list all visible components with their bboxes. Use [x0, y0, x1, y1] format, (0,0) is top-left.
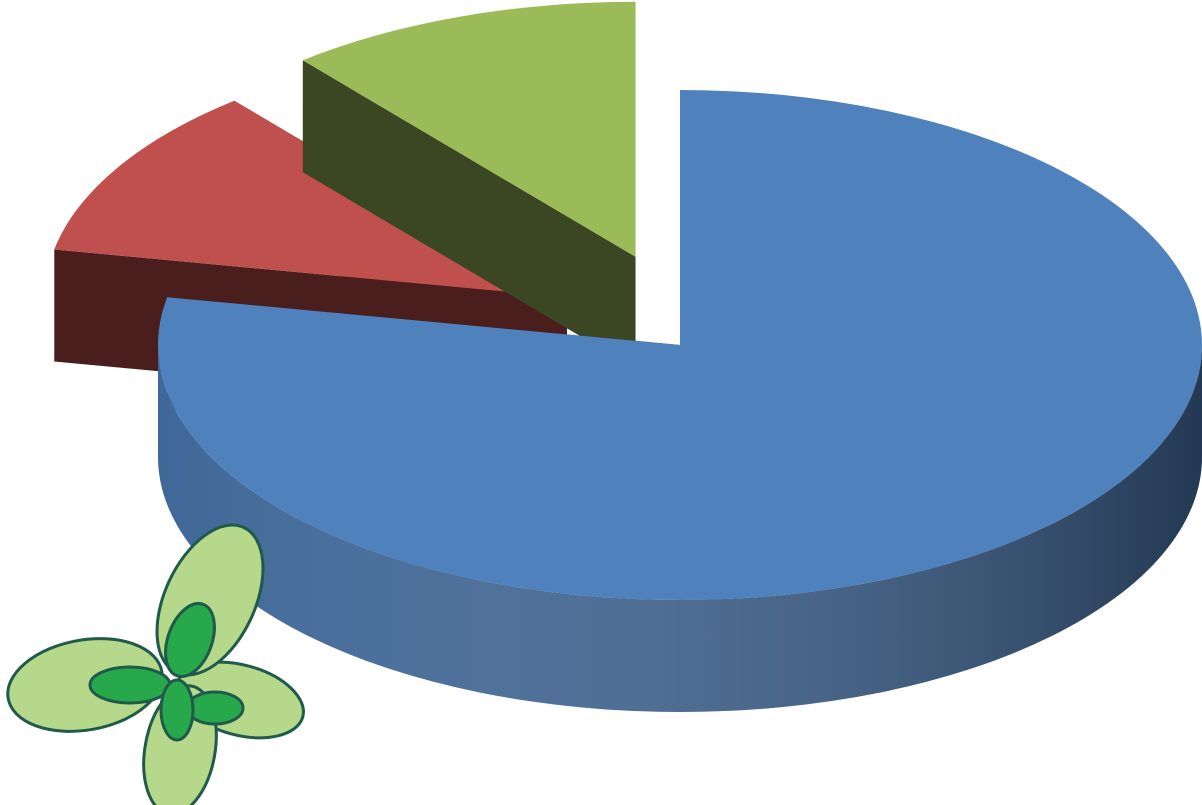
pie-slice [158, 90, 1202, 712]
pie [54, 1, 1202, 712]
slice-side-shade [158, 345, 1202, 712]
butterfly-decoration [6, 523, 305, 805]
slice-top [158, 90, 1202, 600]
pie-slice [302, 1, 636, 369]
slice-wall [302, 60, 636, 369]
slice-top [302, 1, 636, 257]
